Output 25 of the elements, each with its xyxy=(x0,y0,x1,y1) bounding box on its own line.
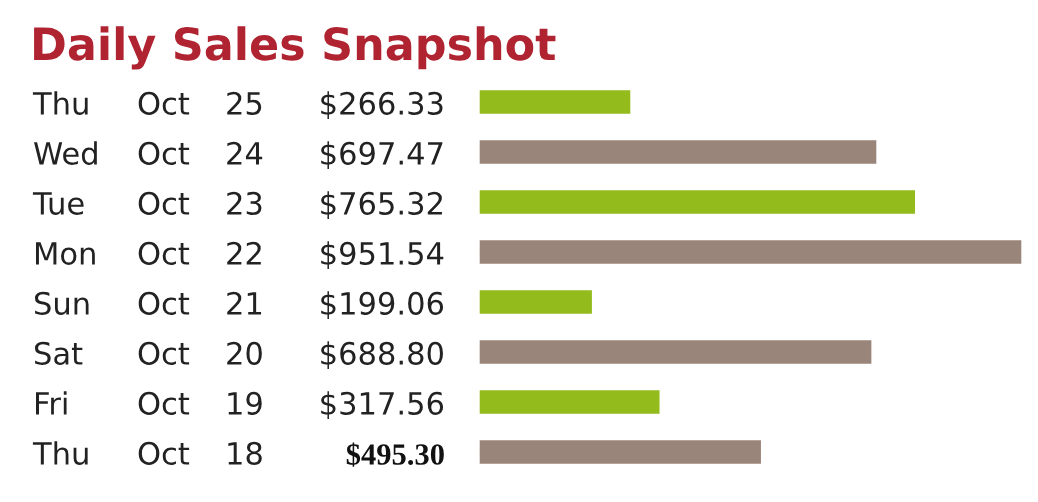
chart-title: Daily Sales Snapshot xyxy=(34,26,556,70)
data-label: $317.56 xyxy=(321,391,444,419)
data-label: $951.54 xyxy=(321,241,444,269)
category-label: Thu Oct 25 xyxy=(32,91,262,115)
category-label: Thu Oct 18 xyxy=(32,441,262,465)
category-label: Sun Oct 21 xyxy=(35,291,262,315)
category-label: Sat Oct 20 xyxy=(35,341,262,365)
data-label: $266.33 xyxy=(321,91,443,119)
category-label: Tue Oct 23 xyxy=(32,191,262,215)
category-label: Mon Oct 22 xyxy=(36,241,261,265)
bar xyxy=(479,288,594,316)
data-label: $199.06 xyxy=(321,291,444,319)
category-label: Wed Oct 24 xyxy=(34,141,263,165)
bar xyxy=(479,388,661,416)
bar xyxy=(479,438,763,466)
category-label: Fri Oct 19 xyxy=(36,391,262,415)
bar xyxy=(479,138,878,166)
data-label: $697.47 xyxy=(321,141,443,169)
data-label: $495.30 xyxy=(346,442,444,467)
data-label: $765.32 xyxy=(321,191,442,219)
bar xyxy=(479,188,917,216)
bar xyxy=(479,88,632,116)
data-label: $688.80 xyxy=(321,341,443,369)
bar xyxy=(479,238,1022,266)
bar xyxy=(479,338,873,366)
